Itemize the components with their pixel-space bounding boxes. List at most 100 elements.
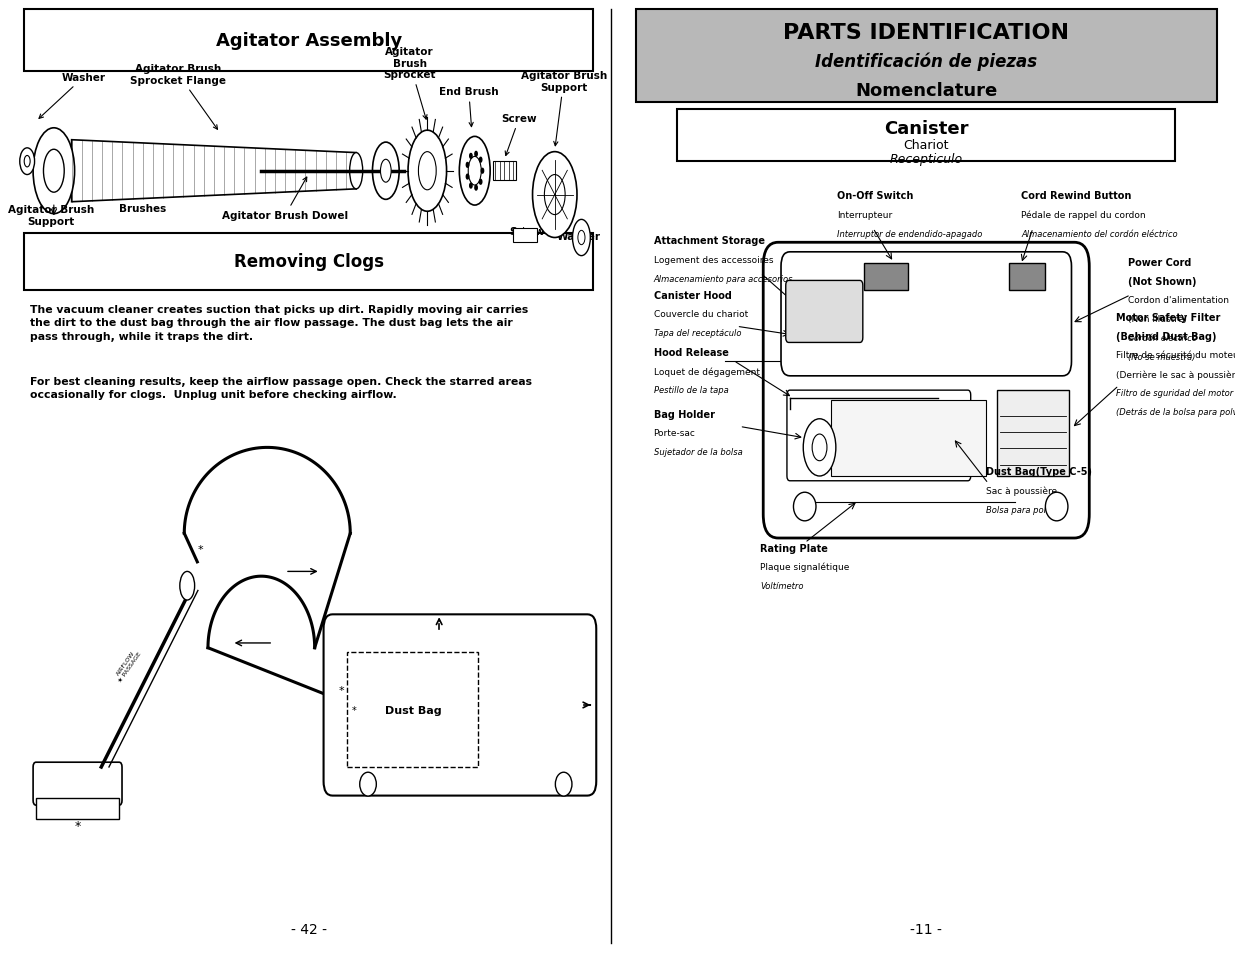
Text: Sac à poussière: Sac à poussière	[986, 486, 1057, 496]
Text: Canister: Canister	[884, 120, 968, 137]
Text: Dust Bag: Dust Bag	[385, 705, 441, 715]
Text: Agitator
Brush
Sprocket: Agitator Brush Sprocket	[383, 47, 436, 120]
Bar	[493, 162, 516, 181]
Text: - 42 -: - 42 -	[290, 923, 327, 936]
Ellipse shape	[482, 170, 484, 174]
Ellipse shape	[419, 152, 436, 191]
Text: *: *	[352, 705, 357, 715]
Text: Canister Hood: Canister Hood	[653, 291, 731, 300]
Text: Interruptor de endendido-apagado: Interruptor de endendido-apagado	[837, 230, 983, 238]
Polygon shape	[72, 141, 356, 203]
Text: Porte-sac: Porte-sac	[653, 429, 695, 437]
Text: Interrupteur: Interrupteur	[837, 211, 893, 219]
Text: (Detrás de la bolsa para polvo): (Detrás de la bolsa para polvo)	[1116, 408, 1235, 416]
Text: Attachment Storage: Attachment Storage	[653, 235, 764, 245]
Text: On-Off Switch: On-Off Switch	[837, 191, 914, 200]
Text: (Behind Dust Bag): (Behind Dust Bag)	[1116, 332, 1216, 341]
FancyBboxPatch shape	[787, 391, 971, 481]
Bar	[514, 229, 537, 243]
Ellipse shape	[459, 137, 490, 206]
Bar	[677, 110, 1176, 162]
Ellipse shape	[532, 152, 577, 238]
Ellipse shape	[380, 160, 391, 183]
Text: Power Cord: Power Cord	[1128, 257, 1192, 267]
Text: End Brush: End Brush	[438, 88, 499, 128]
Text: Loquet de dégagement: Loquet de dégagement	[653, 367, 760, 376]
Text: Pestillo de la tapa: Pestillo de la tapa	[653, 386, 729, 395]
Text: Filtre de sécurité du moteur: Filtre de sécurité du moteur	[1116, 351, 1235, 359]
Bar	[864, 264, 909, 291]
Ellipse shape	[350, 153, 363, 190]
Text: Cordon d'alimentation: Cordon d'alimentation	[1128, 295, 1229, 304]
Bar	[36, 799, 119, 820]
Ellipse shape	[813, 435, 827, 461]
Bar	[636, 10, 1216, 103]
Bar	[25, 10, 593, 71]
Text: Agitator Brush
Sprocket Flange: Agitator Brush Sprocket Flange	[131, 64, 226, 131]
Bar	[998, 391, 1068, 476]
Text: Screw: Screw	[509, 227, 545, 236]
Text: Almacenamiento del cordón eléctrico: Almacenamiento del cordón eléctrico	[1021, 230, 1178, 238]
Text: Nomenclature: Nomenclature	[855, 82, 998, 99]
Text: Tapa del receptáculo: Tapa del receptáculo	[653, 329, 741, 337]
Text: Screw: Screw	[501, 114, 537, 156]
Ellipse shape	[468, 157, 482, 186]
FancyBboxPatch shape	[324, 615, 597, 796]
Ellipse shape	[578, 232, 585, 246]
Text: Identificación de piezas: Identificación de piezas	[815, 52, 1037, 71]
Text: The vacuum cleaner creates suction that picks up dirt. Rapidly moving air carrie: The vacuum cleaner creates suction that …	[30, 305, 529, 341]
Text: Agitator Brush
Support: Agitator Brush Support	[7, 205, 94, 227]
Bar	[25, 233, 593, 291]
Text: *: *	[338, 685, 345, 695]
Ellipse shape	[573, 220, 590, 256]
Ellipse shape	[469, 154, 472, 159]
Text: (Derrière le sac à poussière): (Derrière le sac à poussière)	[1116, 370, 1235, 379]
Text: AIRFLOW
★ PASSAGE: AIRFLOW ★ PASSAGE	[114, 647, 143, 682]
Ellipse shape	[475, 186, 477, 191]
Text: Washer: Washer	[557, 232, 600, 241]
Bar	[1009, 264, 1045, 291]
Text: Sujetador de la bolsa: Sujetador de la bolsa	[653, 448, 742, 456]
Text: Pédale de rappel du cordon: Pédale de rappel du cordon	[1021, 211, 1146, 220]
Text: PARTS IDENTIFICATION: PARTS IDENTIFICATION	[783, 24, 1070, 43]
Text: Logement des accessoires: Logement des accessoires	[653, 255, 773, 264]
Text: Filtro de sguridad del motor: Filtro de sguridad del motor	[1116, 389, 1234, 397]
Ellipse shape	[373, 143, 399, 200]
Text: Dust Bag(Type C-5): Dust Bag(Type C-5)	[986, 467, 1092, 476]
FancyBboxPatch shape	[763, 243, 1089, 538]
Text: For best cleaning results, keep the airflow passage open. Check the starred area: For best cleaning results, keep the airf…	[30, 376, 532, 399]
FancyBboxPatch shape	[785, 281, 863, 343]
Text: Voltímetro: Voltímetro	[761, 581, 804, 590]
Text: *: *	[74, 820, 80, 832]
Text: Bolsa para polvo: Bolsa para polvo	[986, 505, 1056, 514]
Text: Washer: Washer	[40, 73, 105, 119]
FancyBboxPatch shape	[33, 762, 122, 805]
Text: Agitator Assembly: Agitator Assembly	[216, 31, 401, 50]
Ellipse shape	[408, 132, 447, 213]
Ellipse shape	[479, 180, 482, 185]
Ellipse shape	[467, 163, 468, 168]
Text: *: *	[198, 545, 204, 555]
Text: Cord Rewind Button: Cord Rewind Button	[1021, 191, 1131, 200]
Ellipse shape	[1045, 493, 1068, 521]
Text: Hood Release: Hood Release	[653, 348, 729, 357]
Ellipse shape	[33, 129, 74, 214]
Ellipse shape	[25, 156, 30, 168]
Ellipse shape	[475, 152, 477, 157]
Text: Agitator Brush
Support: Agitator Brush Support	[520, 71, 606, 147]
Text: (No se muestra): (No se muestra)	[1128, 353, 1195, 361]
Text: (Non illustré): (Non illustré)	[1128, 314, 1187, 323]
Text: Plaque signalétique: Plaque signalétique	[761, 562, 850, 572]
Ellipse shape	[545, 175, 566, 215]
Text: Brushes: Brushes	[119, 204, 167, 213]
Text: Rating Plate: Rating Plate	[761, 543, 829, 553]
Ellipse shape	[469, 184, 472, 189]
Ellipse shape	[359, 772, 377, 797]
Text: Motor Safety Filter: Motor Safety Filter	[1116, 313, 1220, 322]
Text: (Not Shown): (Not Shown)	[1128, 276, 1197, 286]
Text: Cordón eléctrico: Cordón eléctrico	[1128, 334, 1197, 342]
Ellipse shape	[556, 772, 572, 797]
FancyBboxPatch shape	[781, 253, 1072, 376]
Ellipse shape	[793, 493, 816, 521]
Bar	[831, 400, 986, 476]
